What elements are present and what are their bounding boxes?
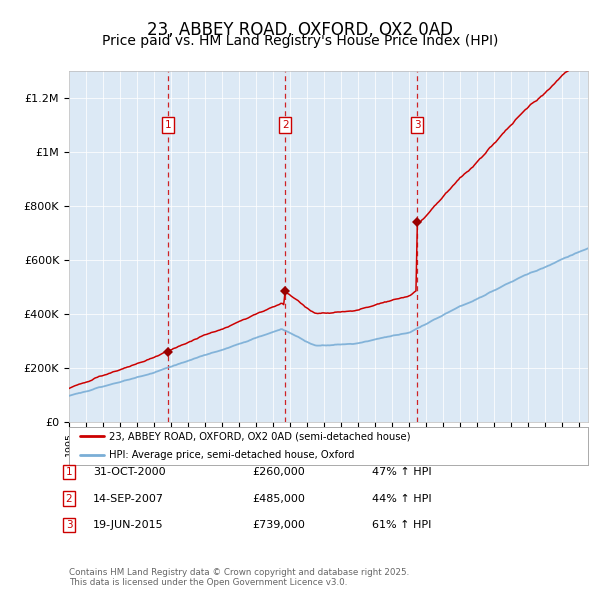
Text: 1: 1 [165, 120, 172, 130]
Text: 23, ABBEY ROAD, OXFORD, OX2 0AD (semi-detached house): 23, ABBEY ROAD, OXFORD, OX2 0AD (semi-de… [109, 431, 411, 441]
Text: £485,000: £485,000 [252, 494, 305, 503]
Text: £260,000: £260,000 [252, 467, 305, 477]
Text: 3: 3 [414, 120, 421, 130]
Text: Price paid vs. HM Land Registry's House Price Index (HPI): Price paid vs. HM Land Registry's House … [102, 34, 498, 48]
Text: 19-JUN-2015: 19-JUN-2015 [93, 520, 164, 530]
Text: £739,000: £739,000 [252, 520, 305, 530]
Text: Contains HM Land Registry data © Crown copyright and database right 2025.
This d: Contains HM Land Registry data © Crown c… [69, 568, 409, 587]
Text: 1: 1 [65, 467, 73, 477]
Text: 47% ↑ HPI: 47% ↑ HPI [372, 467, 431, 477]
Text: 44% ↑ HPI: 44% ↑ HPI [372, 494, 431, 503]
Text: 3: 3 [65, 520, 73, 530]
Text: 2: 2 [65, 494, 73, 503]
Text: 23, ABBEY ROAD, OXFORD, OX2 0AD: 23, ABBEY ROAD, OXFORD, OX2 0AD [147, 21, 453, 39]
Text: 14-SEP-2007: 14-SEP-2007 [93, 494, 164, 503]
Text: 31-OCT-2000: 31-OCT-2000 [93, 467, 166, 477]
Text: HPI: Average price, semi-detached house, Oxford: HPI: Average price, semi-detached house,… [109, 450, 355, 460]
Text: 61% ↑ HPI: 61% ↑ HPI [372, 520, 431, 530]
Text: 2: 2 [282, 120, 289, 130]
